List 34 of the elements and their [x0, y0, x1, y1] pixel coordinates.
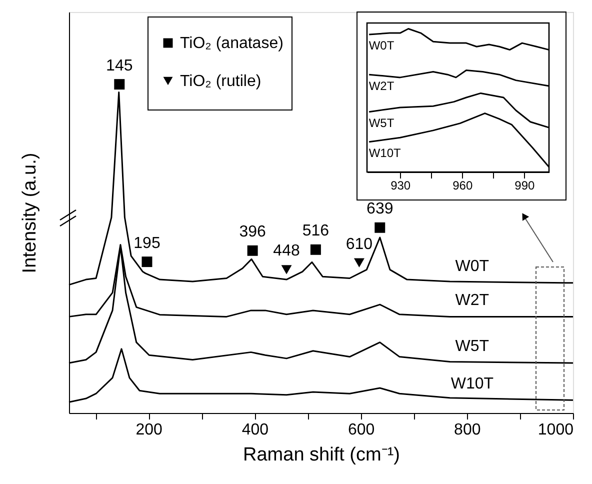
- x-tick-label: 960: [452, 178, 473, 192]
- annotation: 448: [273, 242, 300, 260]
- point: [310, 244, 321, 255]
- point: [374, 222, 386, 233]
- point: [354, 258, 364, 268]
- series-label: W5T: [455, 338, 490, 356]
- annotation: 396: [239, 224, 266, 241]
- point: [281, 265, 292, 274]
- legend-label: TiO₂ (rutile): [180, 73, 262, 90]
- x-axis-title: Raman shift (cm⁻¹): [243, 444, 400, 466]
- legend-label: TiO₂ (anatase): [180, 35, 284, 52]
- annotation: 195: [134, 234, 160, 252]
- x-tick-label: 800: [454, 422, 481, 438]
- x-tick-label: 1000: [538, 422, 574, 438]
- annotation: 516: [302, 222, 330, 240]
- text: 145: [106, 57, 133, 74]
- x-tick-label: 600: [348, 422, 375, 438]
- series-label: W0T: [455, 258, 490, 275]
- series-label: W0T: [368, 38, 395, 53]
- series-label: W2T: [455, 292, 490, 309]
- x-tick-label: 930: [390, 178, 411, 192]
- series-label: W2T: [368, 78, 395, 93]
- series-label: W5T: [368, 116, 395, 130]
- x-tick-label: 200: [136, 422, 163, 438]
- point: [247, 245, 258, 256]
- point: [114, 79, 125, 90]
- series-label: W10T: [450, 375, 494, 392]
- annotation: 639: [366, 200, 394, 218]
- x-tick-label: 990: [514, 178, 536, 192]
- x-tick-label: 400: [242, 422, 269, 438]
- y-axis-title: Intensity (a.u.): [20, 152, 40, 274]
- point: [142, 256, 152, 268]
- annotation: 610: [346, 236, 373, 253]
- series-label: W10T: [368, 146, 402, 160]
